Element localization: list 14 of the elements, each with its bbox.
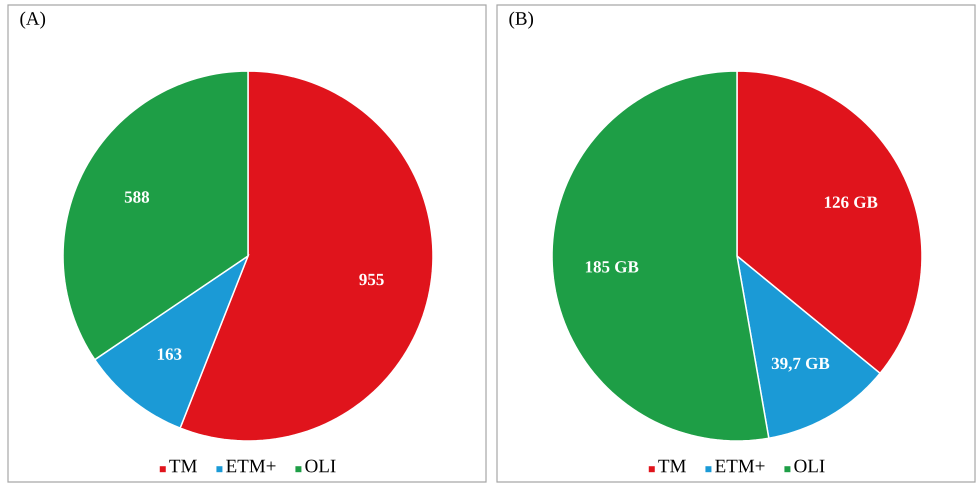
legend-label: TM — [658, 460, 686, 472]
legend-label: OLI — [305, 460, 336, 472]
data-label: 588 — [124, 191, 150, 203]
data-label: 163 — [158, 348, 182, 360]
chart-title: (B) — [509, 12, 534, 29]
chart-title: (A) — [20, 12, 46, 29]
data-label: 185 GB — [586, 261, 638, 273]
legend-label: ETM+ — [226, 460, 276, 472]
legend-label: ETM+ — [715, 460, 764, 472]
legend-label: TM — [169, 460, 197, 472]
data-label: 955 — [359, 274, 384, 286]
legend-label: OLI — [794, 460, 825, 472]
data-label: 39,7 GB — [772, 358, 830, 372]
data-label: 126 GB — [824, 196, 878, 208]
